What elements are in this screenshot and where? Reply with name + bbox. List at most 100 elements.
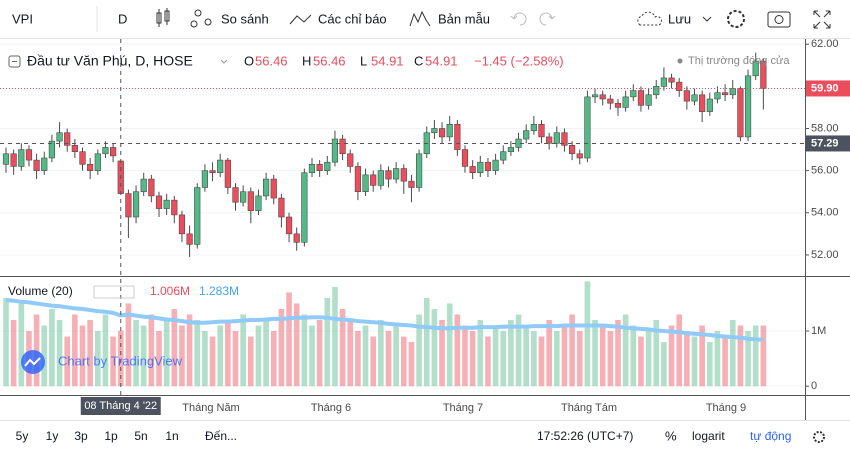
range-button[interactable]: 1p — [104, 429, 118, 443]
range-button[interactable]: 3p — [74, 429, 88, 443]
volume-bar — [370, 336, 376, 387]
undo-icon[interactable] — [510, 12, 527, 26]
candle-body — [744, 75, 752, 138]
volume-bar — [653, 320, 660, 387]
volume-bar — [737, 325, 744, 387]
volume-bar — [546, 320, 552, 387]
legend-dropdown — [220, 59, 228, 64]
volume-bar — [599, 325, 606, 387]
candle-body — [393, 168, 400, 180]
volume-bar — [684, 331, 690, 387]
last-price-box — [806, 80, 850, 97]
interval[interactable]: D — [118, 11, 127, 26]
volume-bar — [64, 336, 70, 387]
candle-body — [454, 123, 461, 150]
volume-bar — [3, 297, 9, 387]
ohlc-value: 56.46 — [313, 53, 346, 68]
range-button[interactable]: 5n — [134, 429, 147, 443]
candle-body — [125, 193, 132, 218]
percent-toggle[interactable]: % — [665, 428, 677, 443]
volume-bar — [324, 297, 331, 387]
volume-bar — [630, 325, 637, 387]
candle-body — [110, 147, 117, 157]
volume-bar — [110, 336, 116, 387]
watermark-logo-line — [24, 357, 41, 367]
candle-body — [614, 102, 622, 108]
volume-bar — [416, 314, 422, 387]
legend-title: Đầu tư Văn Phú, D, HOSE — [27, 53, 193, 69]
candle-body — [546, 136, 553, 144]
compare-icon[interactable] — [190, 9, 212, 28]
candle-body — [94, 153, 101, 171]
candle-body — [622, 96, 629, 108]
candle-body — [171, 199, 178, 216]
candle-body — [523, 130, 530, 140]
settings-icon[interactable] — [727, 10, 745, 28]
ohlc-value: 56.46 — [255, 53, 288, 68]
candle-body — [217, 159, 224, 174]
settings-small[interactable] — [813, 431, 825, 443]
compare-button[interactable]: So sánh — [221, 11, 269, 26]
candle-body — [132, 191, 140, 218]
range-button[interactable]: 1n — [165, 429, 178, 443]
volume-bar — [309, 325, 315, 387]
snapshot-icon[interactable] — [767, 11, 791, 28]
candle-body — [293, 233, 300, 243]
volume-bar — [148, 314, 155, 387]
candle-body — [607, 98, 614, 104]
templates-button[interactable]: Bản mẫu — [438, 11, 490, 26]
volume-bar — [293, 303, 300, 387]
volume-legend-buttons[interactable] — [93, 285, 135, 299]
auto-toggle[interactable]: tự động — [750, 429, 791, 443]
candle-body — [262, 178, 270, 197]
candle-body — [507, 147, 515, 152]
volume-bar — [87, 320, 93, 387]
fullscreen-icon[interactable] — [813, 10, 831, 29]
candle-body — [377, 170, 384, 186]
candle-body — [178, 214, 186, 235]
chart-style-icon[interactable] — [156, 8, 170, 27]
candle-body — [637, 90, 645, 106]
volume-bar — [301, 314, 308, 387]
crosshair-date-box — [80, 397, 161, 415]
goto-button[interactable]: Đến... — [205, 429, 237, 443]
candle-body — [691, 94, 698, 102]
volume-bar — [79, 325, 86, 387]
candle-body — [247, 191, 254, 211]
templates-icon[interactable] — [409, 10, 431, 27]
indicators-button[interactable]: Các chỉ báo — [318, 11, 387, 26]
range-button[interactable]: 1y — [46, 429, 59, 443]
volume-bar — [156, 331, 162, 387]
cloud-icon[interactable] — [637, 11, 662, 26]
legend-icon[interactable] — [8, 55, 21, 68]
volume-bar — [339, 308, 346, 387]
volume-ma-line — [5, 298, 764, 342]
range-button[interactable]: 5y — [16, 429, 29, 443]
volume-bar — [18, 303, 25, 387]
redo-icon[interactable] — [539, 12, 556, 26]
volume-bar — [707, 342, 713, 387]
volume-bar — [393, 325, 399, 387]
save-button[interactable]: Lưu — [668, 11, 691, 26]
volume-bar — [722, 336, 728, 387]
volume-bar — [622, 314, 629, 387]
y-tick-label: 58.00 — [811, 122, 839, 134]
symbol[interactable]: VPI — [12, 11, 33, 26]
x-axis-label: Tháng Tám — [561, 402, 617, 414]
volume-bar — [760, 325, 767, 387]
volume-tick-label: 0 — [811, 380, 817, 392]
log-toggle[interactable]: logarit — [692, 429, 725, 443]
ohlc-letter: O — [244, 53, 254, 68]
volume-bar — [561, 325, 568, 387]
indicators-icon[interactable] — [289, 14, 312, 25]
candle-body — [64, 132, 71, 146]
candle-body — [492, 159, 499, 171]
volume-bar — [584, 281, 591, 387]
last-price-label: 59.90 — [811, 82, 839, 94]
candle-body — [737, 88, 744, 138]
save-dropdown[interactable] — [702, 16, 712, 22]
candle-body — [645, 94, 652, 106]
clock: 17:52:26 (UTC+7) — [537, 429, 633, 443]
candle-body — [87, 164, 94, 171]
